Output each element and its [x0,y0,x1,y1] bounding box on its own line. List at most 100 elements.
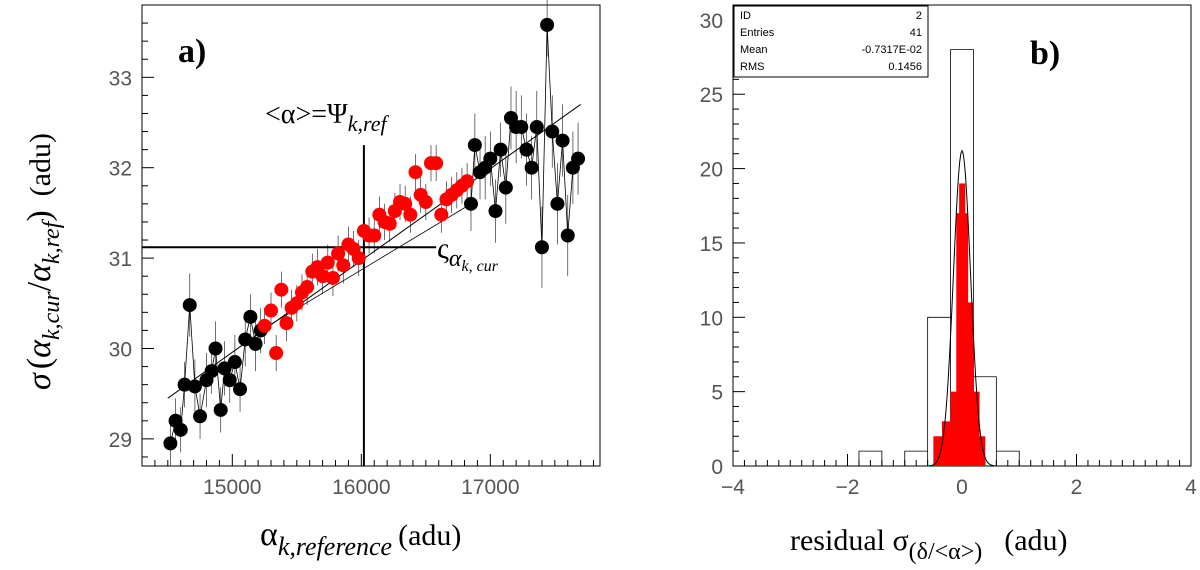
filled-histogram-bar [944,421,949,466]
stat-value-rms: 0.1456 [888,61,922,73]
panel-a-x-label: αk,reference (adu) [260,516,461,561]
x-label-residual-sub: (δ/<α>) [909,539,983,565]
a-y-tick-label: 32 [109,158,132,181]
a-y-tick-label: 29 [109,429,132,452]
black-data-point [540,17,555,32]
b-y-tick-label: 25 [700,84,723,107]
panel-a-points [163,17,586,451]
panel-b-tick-labels: −4 −2 0 2 4 0 5 10 15 20 25 30 [700,10,1198,499]
open-histogram [858,49,1020,466]
filled-histogram-bar [970,302,974,466]
b-y-tick-label: 15 [700,233,723,256]
b-y-tick-label: 5 [711,382,723,405]
red-data-point [403,207,418,222]
a-x-tick-label: 17000 [461,476,519,499]
panel-b: −4 −2 0 2 4 0 5 10 15 20 25 30 ID 2 Entries 41 Mean… [700,4,1198,565]
panel-a-frame [141,4,601,467]
black-data-point [213,402,228,417]
x-label-unit: (adu) [398,519,461,552]
stat-box: ID 2 Entries 41 Mean -0.7317E-02 RMS 0.1… [733,5,929,78]
panel-b-x-label: residual σ(δ/<α>) (adu) [790,524,1068,565]
b-x-tick-label: 2 [1071,476,1083,499]
x-label-residual: residual σ [790,524,909,557]
stat-label-id: ID [740,10,751,22]
filled-histogram-bar [956,213,960,466]
y-label-sigma: σ [21,372,58,390]
annotation-varsigma-sub2: k, cur [462,258,499,275]
black-data-point [463,196,478,211]
stat-label-mean: Mean [740,44,768,56]
filled-histogram-bar [936,436,940,466]
annotation-varsigma-main: ς [437,232,449,265]
a-x-tick-label: 15000 [203,476,261,499]
red-data-point [351,251,366,266]
annotation-varsigma-sub1: α [449,246,462,272]
black-data-point [233,382,248,397]
stat-label-entries: Entries [740,27,775,39]
y-label-sub-2: k,ref [39,218,65,264]
stat-label-rms: RMS [740,61,764,73]
a-y-tick-label: 31 [109,248,132,271]
stat-value-id: 2 [916,10,922,22]
b-y-tick-label: 20 [700,159,723,182]
red-data-point [398,196,413,211]
red-data-point [331,246,346,261]
black-data-point [534,240,549,255]
red-data-point [257,318,272,333]
filled-histogram-bar [964,213,969,466]
black-data-point [177,377,192,392]
red-data-point [408,165,423,180]
a-y-tick-label: 33 [109,67,132,90]
annotation-alpha-psi-main: <α>=Ψ [265,99,348,130]
black-data-point [550,196,565,211]
filled-histogram-bar [973,391,977,466]
annotation-alpha-psi-sub: k,ref [348,111,390,136]
gaussian-fit-curve [910,149,1014,467]
a-x-tick-label: 16000 [332,476,390,499]
red-data-point [289,296,304,311]
black-data-point [555,133,570,148]
filled-histogram-bar [967,302,971,466]
red-data-point [264,303,279,318]
x-label-alpha: α [260,516,278,553]
panel-a-tick-labels: 15000 16000 17000 29 30 31 32 33 [109,67,520,499]
b-x-tick-label: 0 [956,476,968,499]
black-data-point [163,436,178,451]
black-data-point [498,180,513,195]
black-data-point [467,138,482,153]
red-data-point [460,174,475,189]
red-data-point [382,216,397,231]
y-label-slash: / [21,281,58,291]
y-label-close-paren: ) [21,210,58,221]
black-data-point [519,142,534,157]
filled-histogram-bar [953,391,957,466]
black-data-point [493,142,508,157]
red-data-point [367,228,382,243]
x-label-subscript: k,reference [278,532,392,561]
red-data-point [279,316,294,331]
red-data-point [429,156,444,171]
y-label-open-paren: ( [21,358,58,369]
stat-value-entries: 41 [910,27,922,39]
a-y-tick-label: 30 [109,338,132,361]
filled-histogram-bar [933,436,937,466]
black-data-point [571,151,586,166]
y-label-alpha-1: α [21,339,58,358]
black-data-point [173,422,188,437]
y-label-unit: (adu) [24,133,57,196]
stat-box-frame [733,5,929,78]
black-data-point [182,298,197,313]
annotation-varsigma: ςαk, cur [437,232,499,275]
filled-histogram-bar [979,436,983,466]
filled-histogram-bar [950,391,954,466]
panel-b-label: b) [1030,35,1060,72]
y-label-alpha-2: α [21,263,58,282]
black-data-point [222,373,237,388]
b-y-tick-label: 0 [711,456,723,479]
linear-fit-line [167,104,581,399]
filled-histogram-bar [959,183,963,467]
black-data-point [560,228,575,243]
y-label-sub-1: k,cur [39,291,65,340]
